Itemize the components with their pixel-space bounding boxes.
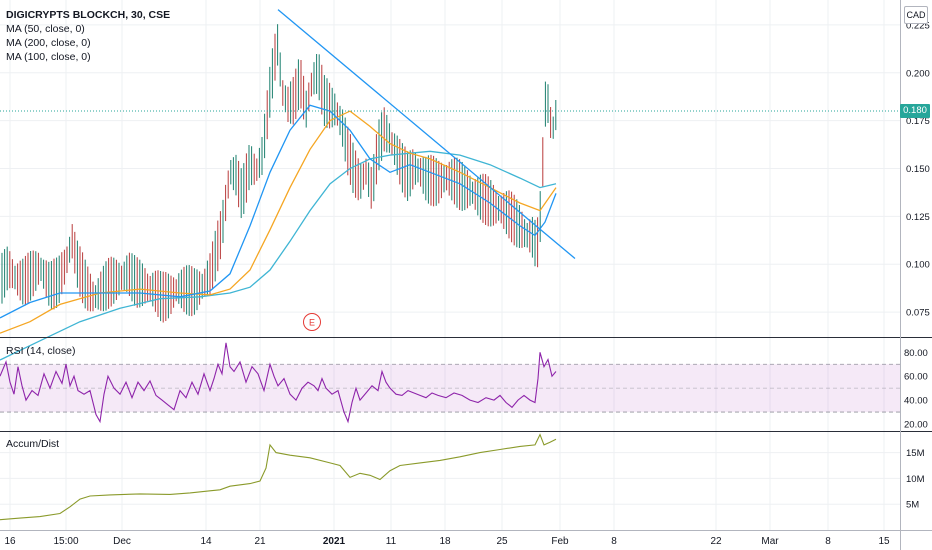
ma-50-line [0,104,557,319]
x-tick-label: 15 [878,536,890,547]
x-tick-label: 15:00 [53,536,78,547]
ma-200-line [0,150,557,361]
ma-50-label: MA (50, close, 0) [6,23,85,35]
price-tick-label: 0.100 [906,260,930,271]
accum-dist-panel-label: Accum/Dist [6,438,60,450]
price-tick-label: 0.225 [906,20,930,31]
x-tick-label: 11 [386,536,397,547]
rsi-panel-label: RSI (14, close) [6,345,76,357]
ad-tick-label: 5M [906,500,919,511]
trendline [277,9,576,259]
x-tick-label: Dec [113,536,131,547]
rsi-band-layer [0,363,900,413]
rsi-tick-label: 20.00 [904,420,928,431]
x-tick-label: 18 [439,536,451,547]
x-tick-label: 25 [496,536,508,547]
x-tick-label: Feb [551,536,569,547]
price-tick-label: 0.175 [906,116,930,127]
x-tick-label: 21 [254,536,266,547]
price-tick-label: 0.075 [906,308,930,319]
rsi-tick-label: 40.00 [904,396,928,407]
rsi-tick-label: 60.00 [904,372,928,383]
last-price-tag: 0.180 [900,104,930,119]
ma-200-label: MA (200, close, 0) [6,37,91,49]
x-tick-label: 8 [611,536,617,547]
ma-100-line [0,110,557,334]
price-tick-label: 0.200 [906,68,930,79]
accum-dist-line [0,433,557,521]
currency-button[interactable]: CAD [904,6,928,24]
ad-tick-label: 10M [906,474,925,485]
earnings-marker [303,313,321,331]
rsi-band-fill [0,364,900,413]
x-tick-label: 22 [710,536,722,547]
earnings-marker-label: E [309,318,315,328]
rsi-line [0,342,557,424]
x-tick-label: 2021 [323,536,346,547]
x-tick-label: 8 [825,536,831,547]
x-tick-label: Mar [761,536,779,547]
price-tick-label: 0.150 [906,164,930,175]
ad-tick-label: 15M [906,448,925,459]
chart-legend: DIGICRYPTS BLOCKCH, 30, CSE MA (50, clos… [6,8,170,64]
rsi-tick-label: 80.00 [904,348,928,359]
series-layer: E [0,9,900,521]
x-tick-label: 16 [4,536,16,547]
price-tick-label: 0.125 [906,212,930,223]
symbol-title: DIGICRYPTS BLOCKCH, 30, CSE [6,9,171,21]
grid-layer [0,0,900,530]
x-tick-label: 14 [200,536,212,547]
ma-100-label: MA (100, close, 0) [6,51,91,63]
